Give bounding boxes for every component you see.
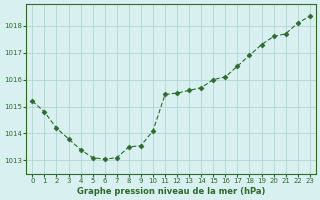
X-axis label: Graphe pression niveau de la mer (hPa): Graphe pression niveau de la mer (hPa)	[77, 187, 265, 196]
